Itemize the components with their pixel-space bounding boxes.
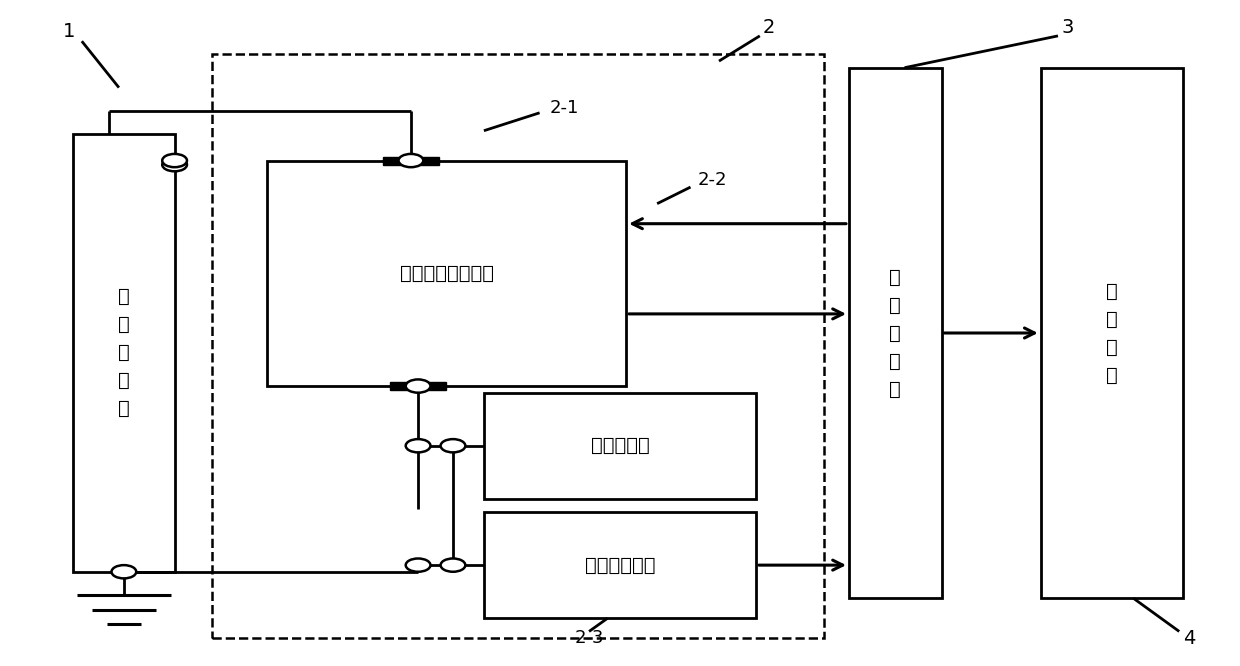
Circle shape <box>440 439 465 452</box>
Bar <box>383 157 439 165</box>
Bar <box>73 134 175 571</box>
Bar <box>484 393 756 499</box>
Bar <box>484 512 756 618</box>
Text: 被
测
电
压
源: 被 测 电 压 源 <box>118 288 130 418</box>
Circle shape <box>405 559 430 571</box>
Circle shape <box>162 158 187 171</box>
Text: 基准电压源: 基准电压源 <box>590 436 650 456</box>
Circle shape <box>405 380 430 393</box>
Text: 光学电压传感单元: 光学电压传感单元 <box>399 264 494 283</box>
Bar <box>268 161 626 386</box>
Text: 2-3: 2-3 <box>574 629 604 647</box>
Text: 2-1: 2-1 <box>549 99 579 117</box>
Circle shape <box>440 559 465 571</box>
Bar <box>849 68 941 598</box>
Text: 合
并
单
元: 合 并 单 元 <box>1106 282 1117 384</box>
Text: 4: 4 <box>1183 629 1195 647</box>
Text: 2: 2 <box>763 19 775 37</box>
Bar <box>391 382 446 390</box>
Circle shape <box>405 439 430 452</box>
Text: 1: 1 <box>63 22 76 41</box>
Circle shape <box>398 154 423 167</box>
Circle shape <box>162 154 187 167</box>
Text: 远端采集模块: 远端采集模块 <box>585 555 655 575</box>
Circle shape <box>112 565 136 578</box>
Bar <box>212 55 825 638</box>
Text: 2-2: 2-2 <box>698 171 728 189</box>
Bar <box>1040 68 1183 598</box>
Text: 3: 3 <box>1061 19 1074 37</box>
Text: 二
次
转
换
器: 二 次 转 换 器 <box>889 268 901 398</box>
